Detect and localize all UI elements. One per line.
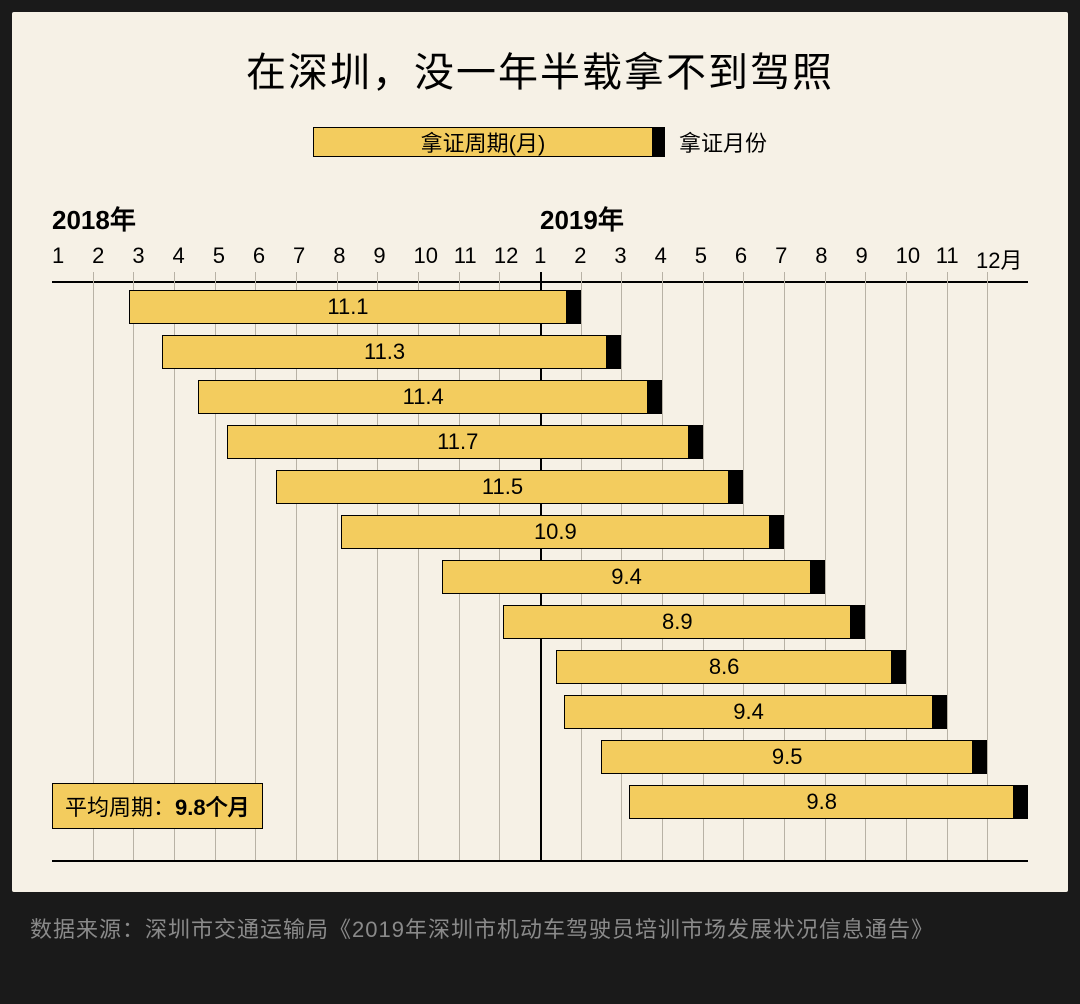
bar-value: 11.5 (276, 470, 730, 504)
bar-row: 10.9 (52, 515, 1028, 549)
bar: 9.4 (442, 560, 824, 594)
month-tick: 7 (293, 243, 333, 275)
legend: 拿证周期(月) 拿证月份 (12, 126, 1068, 158)
bar: 9.5 (601, 740, 987, 774)
bar-row: 9.4 (52, 560, 1028, 594)
legend-bar-label: 拿证周期(月) (313, 127, 653, 157)
month-tick: 2 (574, 243, 614, 275)
year-label-2018: 2018年 (52, 200, 540, 237)
bar-row: 8.9 (52, 605, 1028, 639)
month-tick: 12 (494, 243, 534, 275)
chart-area: 11.1 11.3 11.4 11.7 11.5 10.9 9.4 8.9 8.6 9.4 9.5 9… (52, 272, 1028, 862)
month-tick: 4 (655, 243, 695, 275)
bar: 11.5 (276, 470, 744, 504)
bar-value: 10.9 (341, 515, 770, 549)
bar: 11.3 (162, 335, 622, 369)
chart-title: 在深圳，没一年半载拿不到驾照 (12, 12, 1068, 98)
bar: 8.6 (556, 650, 906, 684)
source-text: 数据来源：深圳市交通运输局《2019年深圳市机动车驾驶员培训市场发展状况信息通告… (30, 912, 1050, 947)
bar-value: 11.3 (162, 335, 608, 369)
month-tick: 3 (614, 243, 654, 275)
month-tick: 9 (373, 243, 413, 275)
bar-cap (607, 335, 621, 369)
bar-cap (689, 425, 703, 459)
bar-row: 11.1 (52, 290, 1028, 324)
bar: 10.9 (341, 515, 784, 549)
month-tick: 7 (775, 243, 815, 275)
month-tick: 11 (936, 243, 976, 275)
bar-value: 9.8 (629, 785, 1014, 819)
bar-cap (851, 605, 865, 639)
bar-cap (567, 290, 581, 324)
legend-cap-label: 拿证月份 (679, 126, 767, 158)
average-prefix: 平均周期： (65, 795, 175, 820)
month-tick: 4 (173, 243, 213, 275)
month-tick: 5 (695, 243, 735, 275)
bar-row: 9.5 (52, 740, 1028, 774)
bar-row: 11.5 (52, 470, 1028, 504)
month-tick: 8 (333, 243, 373, 275)
average-box: 平均周期：9.8个月 (52, 783, 263, 829)
bars-layer: 11.1 11.3 11.4 11.7 11.5 10.9 9.4 8.9 8.6 9.4 9.5 9… (52, 272, 1028, 862)
month-tick: 1 (52, 243, 92, 275)
legend-bar-sample: 拿证周期(月) (313, 127, 665, 157)
bar-cap (729, 470, 743, 504)
bar: 11.1 (129, 290, 580, 324)
bar-row: 9.4 (52, 695, 1028, 729)
month-tick: 10 (896, 243, 936, 275)
bar-value: 9.4 (442, 560, 810, 594)
chart-panel: 在深圳，没一年半载拿不到驾照 拿证周期(月) 拿证月份 2018年 2019年 … (12, 12, 1068, 892)
bar-cap (973, 740, 987, 774)
bar: 9.4 (564, 695, 946, 729)
bar: 9.8 (629, 785, 1028, 819)
bar-cap (648, 380, 662, 414)
bar-row: 11.3 (52, 335, 1028, 369)
bar-row: 8.6 (52, 650, 1028, 684)
bar-value: 11.1 (129, 290, 566, 324)
bar-value: 11.4 (198, 380, 648, 414)
bar-value: 8.9 (503, 605, 851, 639)
bar-cap (811, 560, 825, 594)
month-tick: 10 (414, 243, 454, 275)
month-tick: 11 (454, 243, 494, 275)
bar: 8.9 (503, 605, 865, 639)
month-tick: 1 (534, 243, 574, 275)
month-tick: 12月 (976, 243, 1028, 275)
bar: 11.4 (198, 380, 662, 414)
bar-value: 9.4 (564, 695, 932, 729)
axis: 2018年 2019年 1234567891011121234567891011… (52, 200, 1028, 283)
bar-cap (892, 650, 906, 684)
year-label-2019: 2019年 (540, 200, 1028, 237)
bar-cap (770, 515, 784, 549)
bar-value: 11.7 (227, 425, 689, 459)
bar-value: 8.6 (556, 650, 892, 684)
baseline (52, 860, 1028, 862)
month-tick: 5 (213, 243, 253, 275)
month-tick: 9 (855, 243, 895, 275)
year-row: 2018年 2019年 (52, 200, 1028, 237)
month-tick: 8 (815, 243, 855, 275)
average-value: 9.8个月 (175, 795, 250, 820)
month-tick: 6 (253, 243, 293, 275)
bar: 11.7 (227, 425, 703, 459)
bar-row: 11.7 (52, 425, 1028, 459)
bar-value: 9.5 (601, 740, 973, 774)
bar-cap (1014, 785, 1028, 819)
legend-cap-sample (653, 127, 665, 157)
bar-cap (933, 695, 947, 729)
month-tick: 3 (132, 243, 172, 275)
month-tick: 2 (92, 243, 132, 275)
bar-row: 11.4 (52, 380, 1028, 414)
month-tick: 6 (735, 243, 775, 275)
